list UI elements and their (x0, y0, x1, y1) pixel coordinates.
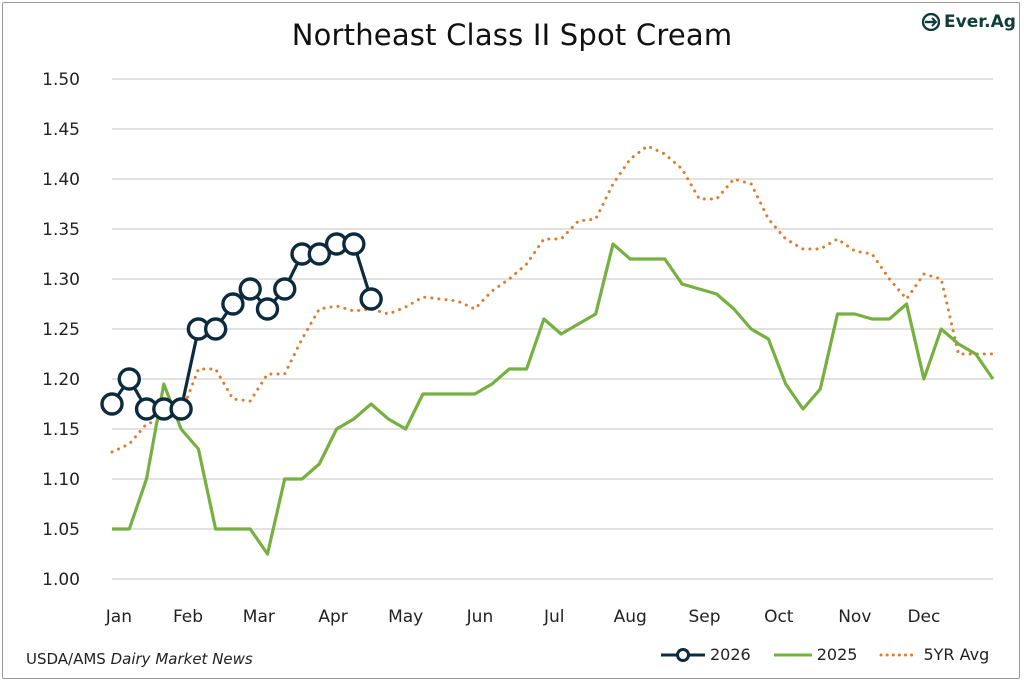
y-axis-ticks: 1.00 1.05 1.10 1.15 1.20 1.25 1.30 1.35 1.40 1.45… (42, 70, 80, 590)
x-tick-label: Jun (466, 607, 494, 627)
brand-logo: Ever.Ag (922, 12, 1016, 32)
legend-label-2026: 2026 (710, 645, 751, 664)
x-tick-label: May (388, 607, 423, 627)
series-2026-point (203, 317, 228, 341)
x-tick-label: Mar (243, 607, 275, 627)
series-2026-point (273, 277, 297, 301)
legend-label-2025: 2025 (816, 645, 858, 664)
series-2026-point (255, 297, 280, 321)
source-note: USDA/AMS Dairy Market News (26, 650, 253, 668)
x-tick-label: Jan (105, 607, 132, 627)
source-prefix: USDA/AMS (26, 650, 111, 668)
legend-marker-2026 (661, 647, 705, 662)
series-2026-line (110, 242, 373, 411)
x-axis-ticks: Jan Feb Mar Apr May Jun Jul Aug Sep Oct Nov Dec (105, 607, 941, 627)
y-tick-label: 1.00 (42, 570, 80, 590)
series-2026-point (117, 367, 141, 391)
x-tick-label: Sep (688, 607, 720, 627)
x-tick-label: Oct (764, 607, 794, 627)
x-tick-label: Nov (838, 607, 871, 627)
y-tick-label: 1.20 (42, 370, 80, 390)
legend-item-5yr-avg: 5YR Avg (879, 645, 989, 664)
y-tick-label: 1.10 (42, 470, 80, 490)
legend-item-2026: 2026 (660, 645, 751, 664)
series-2026-point (307, 242, 331, 266)
legend-marker-2025 (773, 653, 812, 656)
grid-lines (112, 78, 993, 580)
y-tick-label: 1.25 (42, 320, 80, 340)
series-2026-point (100, 392, 124, 416)
legend: 2026 2025 5YR Avg (660, 645, 1011, 664)
x-tick-label: Aug (614, 607, 647, 627)
y-tick-label: 1.45 (42, 120, 80, 140)
chart-title: Northeast Class II Spot Cream (291, 18, 733, 52)
logo-text: Ever.Ag (944, 12, 1016, 32)
x-tick-label: Apr (318, 607, 347, 627)
legend-marker-5yr-avg (879, 653, 919, 656)
series-2026-point (342, 232, 366, 256)
y-tick-label: 1.50 (42, 70, 80, 90)
series-2026-point (169, 397, 193, 421)
y-tick-label: 1.30 (42, 270, 80, 290)
y-tick-label: 1.35 (42, 220, 80, 240)
y-tick-label: 1.15 (42, 420, 80, 440)
x-tick-label: Dec (907, 607, 940, 627)
series-2025-line (112, 242, 995, 556)
series-2026-point (238, 277, 262, 301)
y-tick-label: 1.40 (42, 170, 80, 190)
y-tick-label: 1.05 (42, 520, 80, 540)
source-italic: Dairy Market News (110, 650, 253, 668)
series-2026-point (359, 287, 383, 311)
legend-item-2025: 2025 (773, 645, 858, 664)
series-group (100, 144, 995, 556)
legend-label-5yr-avg: 5YR Avg (923, 645, 990, 664)
series-2026-point (221, 292, 245, 316)
x-tick-label: Jul (543, 607, 565, 627)
x-tick-label: Feb (173, 607, 203, 627)
ever-ag-logo-icon (922, 13, 940, 31)
